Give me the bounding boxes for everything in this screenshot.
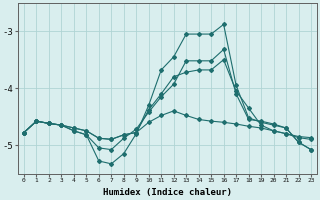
X-axis label: Humidex (Indice chaleur): Humidex (Indice chaleur) (103, 188, 232, 197)
